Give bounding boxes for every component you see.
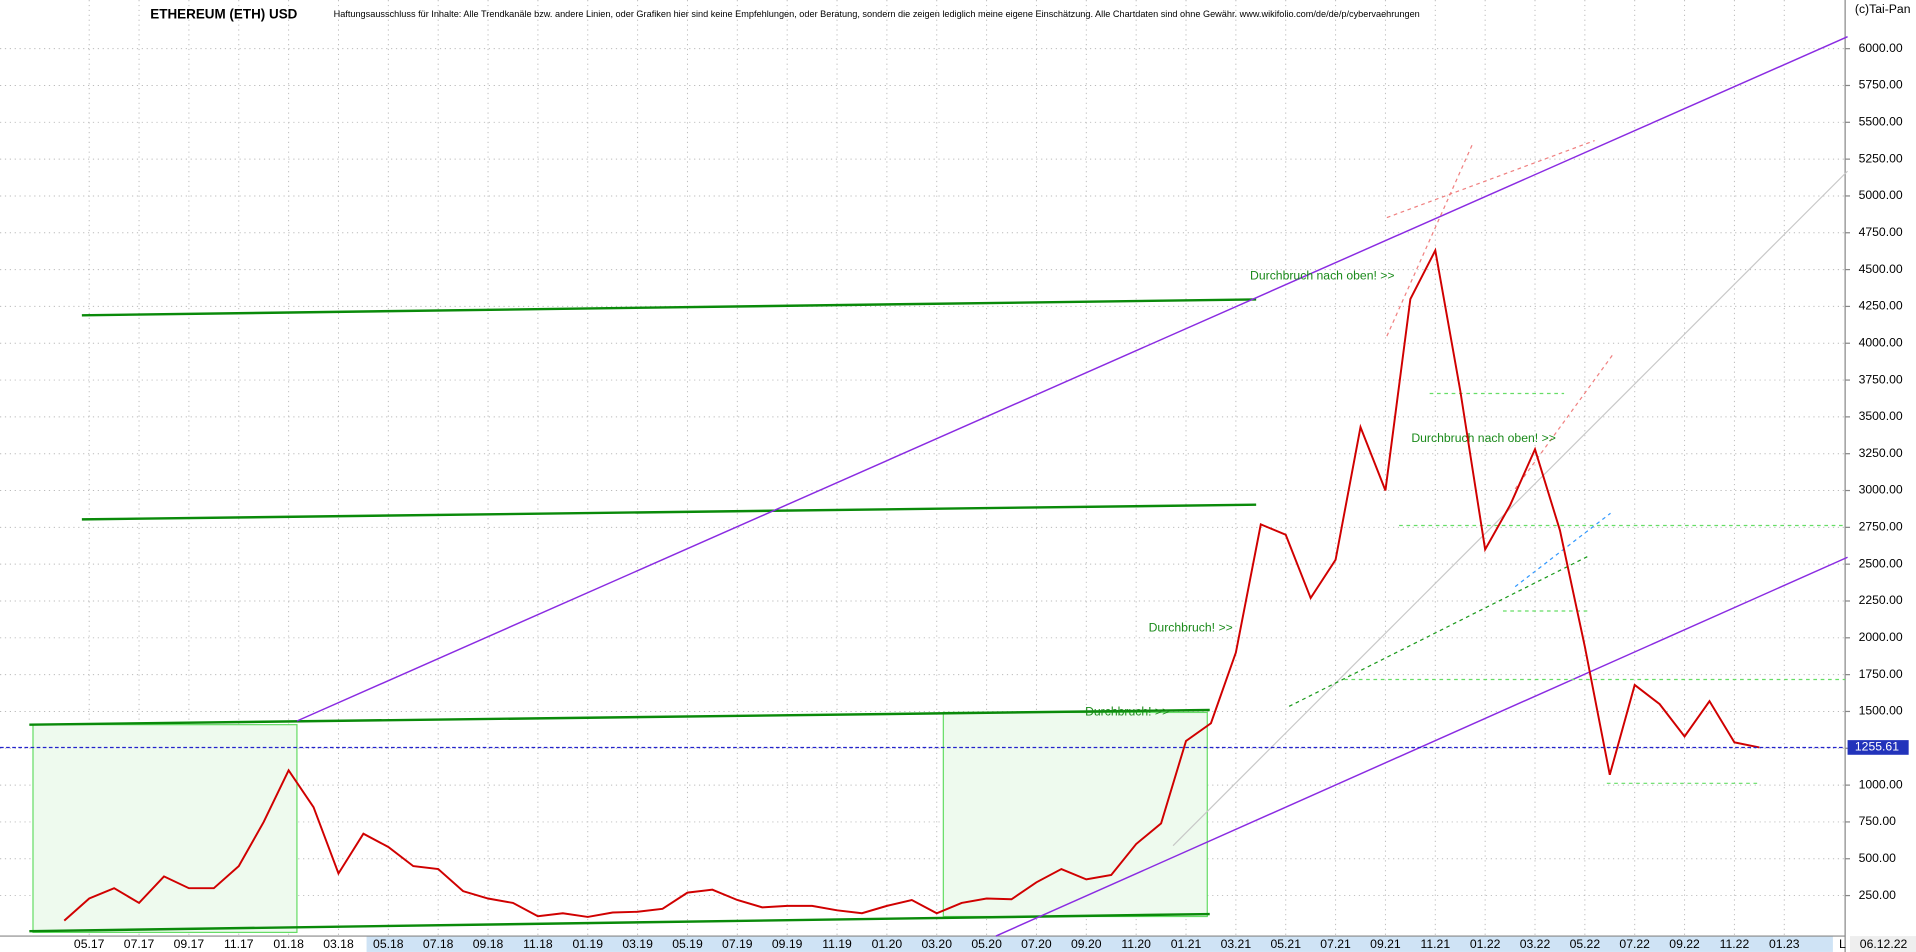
annotation: Durchbruch! >> (1149, 620, 1233, 634)
guide-line (1172, 170, 1849, 847)
box (942, 711, 1208, 918)
price-line (63, 247, 1760, 922)
x-tick-label: 09.20 (1071, 937, 1102, 951)
chart-title: ETHEREUM (ETH) USD (150, 6, 297, 21)
fan-line (1514, 512, 1611, 588)
x-tick-label: 07.17 (124, 937, 155, 951)
x-tick-label: 11.19 (822, 937, 852, 951)
x-tick-label: 03.18 (323, 937, 354, 951)
y-tick-label: 5000.00 (1859, 188, 1903, 202)
x-tick-label: 05.22 (1570, 937, 1601, 951)
y-tick-label: 3750.00 (1859, 372, 1903, 386)
y-tick-label: 2000.00 (1859, 630, 1903, 644)
y-tick-label: 2750.00 (1859, 520, 1903, 534)
annotation: Durchbruch nach oben! >> (1411, 431, 1556, 445)
x-tick-label: 03.21 (1221, 937, 1252, 951)
x-tick-label: 03.22 (1520, 937, 1551, 951)
fan-line (1514, 354, 1614, 490)
x-tick-label: 05.17 (74, 937, 105, 951)
y-tick-label: 4250.00 (1859, 299, 1903, 313)
x-tick-label: 05.19 (672, 937, 703, 951)
x-tick-label: 03.19 (622, 937, 653, 951)
current-price-label: 1255.61 (1855, 740, 1899, 754)
y-tick-label: 3500.00 (1859, 409, 1903, 423)
y-tick-label: 750.00 (1859, 814, 1897, 828)
y-tick-label: 5500.00 (1859, 115, 1903, 129)
trend-line (29, 708, 1210, 726)
guide-line (1288, 555, 1589, 707)
x-tick-label: 11.18 (523, 937, 553, 951)
y-tick-label: 1500.00 (1859, 704, 1903, 718)
y-tick-label: 500.00 (1859, 851, 1897, 865)
x-tick-label: 01.20 (872, 937, 903, 951)
x-tick-label: 07.21 (1320, 937, 1351, 951)
x-tick-label: 01.19 (572, 937, 603, 951)
fan-line (1386, 140, 1595, 219)
y-tick-label: 1000.00 (1859, 777, 1903, 791)
fan-line (1386, 143, 1473, 337)
y-tick-label: 3000.00 (1859, 483, 1903, 497)
trend-line (29, 912, 1210, 933)
y-tick-label: 4000.00 (1859, 335, 1903, 349)
x-tick-label: 11.20 (1121, 937, 1151, 951)
trend-line (81, 503, 1257, 521)
channel-line (995, 556, 1848, 937)
x-tick-label: 09.19 (772, 937, 803, 951)
y-tick-label: 5250.00 (1859, 151, 1903, 165)
x-tick-label: 09.22 (1669, 937, 1700, 951)
x-tick-label: 07.18 (423, 937, 454, 951)
y-tick-label: 2250.00 (1859, 593, 1903, 607)
y-tick-label: 4750.00 (1859, 225, 1903, 239)
y-tick-label: 3250.00 (1859, 446, 1903, 460)
x-tick-label: 05.18 (373, 937, 404, 951)
trend-line (81, 298, 1257, 317)
x-tick-label: 07.22 (1619, 937, 1650, 951)
scale-label: L (1839, 937, 1846, 951)
x-tick-label: 11.21 (1420, 937, 1450, 951)
y-tick-label: 5750.00 (1859, 78, 1903, 92)
x-tick-label: 05.21 (1270, 937, 1301, 951)
x-tick-label: 05.20 (971, 937, 1002, 951)
y-tick-label: 4500.00 (1859, 262, 1903, 276)
source: (c)Tai-Pan (1855, 2, 1911, 16)
x-tick-label: 11.22 (1720, 937, 1750, 951)
x-tick-label: 03.20 (921, 937, 952, 951)
date-label: 06.12.22 (1860, 937, 1908, 951)
annotation: Durchbruch nach oben! >> (1250, 268, 1395, 282)
x-tick-label: 07.20 (1021, 937, 1052, 951)
x-tick-label: 07.19 (722, 937, 753, 951)
x-tick-label: 01.23 (1769, 937, 1800, 951)
disclaimer: Haftungsausschluss für Inhalte: Alle Tre… (334, 9, 1420, 19)
x-tick-label: 09.17 (174, 937, 205, 951)
y-tick-label: 2500.00 (1859, 556, 1903, 570)
x-tick-label: 01.18 (273, 937, 304, 951)
y-tick-label: 6000.00 (1859, 41, 1903, 55)
x-tick-label: 09.21 (1370, 937, 1401, 951)
x-tick-label: 11.17 (224, 937, 254, 951)
y-tick-label: 250.00 (1859, 888, 1897, 902)
x-tick-label: 01.22 (1470, 937, 1501, 951)
channel-line (296, 36, 1848, 722)
axis-highlight (366, 936, 1833, 952)
x-tick-label: 01.21 (1171, 937, 1202, 951)
annotation: Durchbruch! >> (1085, 705, 1169, 719)
date-box (1850, 936, 1916, 952)
y-tick-label: 1750.00 (1859, 667, 1903, 681)
x-tick-label: 09.18 (473, 937, 504, 951)
box (32, 724, 298, 934)
current-price-box (1847, 740, 1909, 755)
